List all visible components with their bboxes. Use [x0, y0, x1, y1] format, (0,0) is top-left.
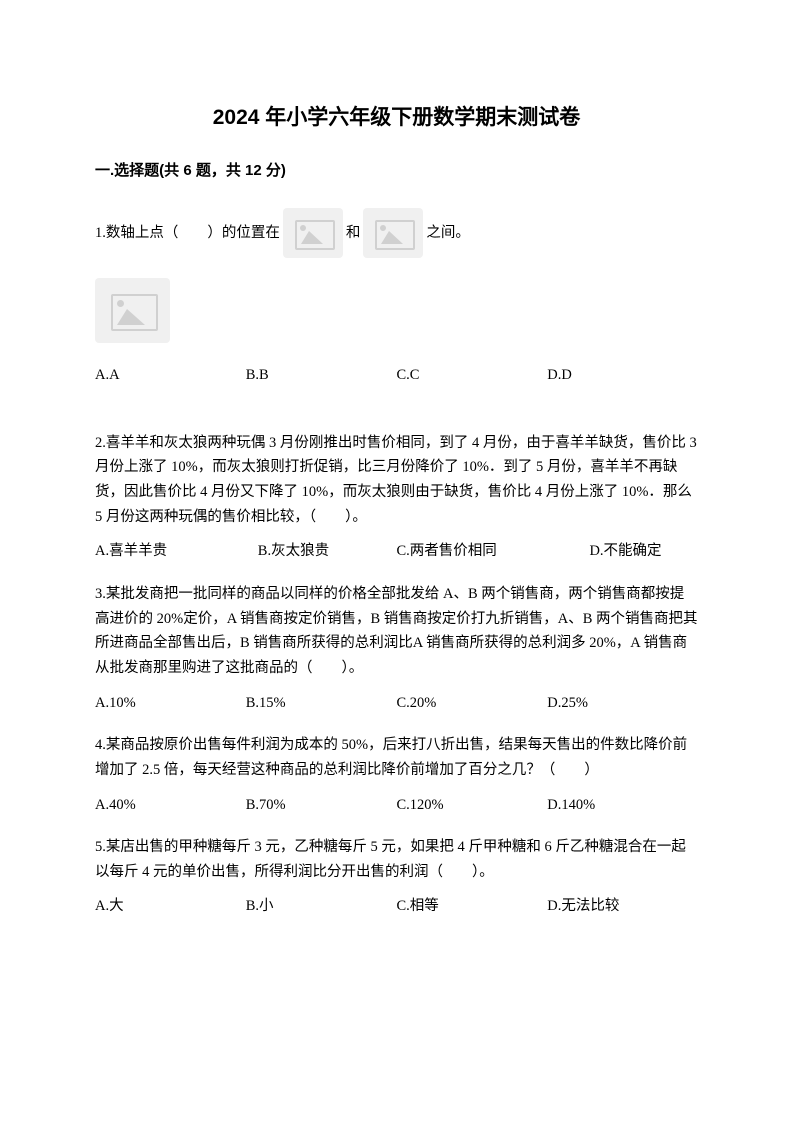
option-c: C.C [397, 363, 548, 388]
question-4-options: A.40% B.70% C.120% D.140% [95, 793, 698, 818]
question-2-options: A.喜羊羊贵 B.灰太狼贵 C.两者售价相同 D.不能确定 [95, 539, 698, 564]
question-4-text: 4.某商品按原价出售每件利润为成本的 50%，后来打八折出售，结果每天售出的件数… [95, 733, 698, 782]
option-a: A.喜羊羊贵 [95, 539, 258, 564]
question-5-text: 5.某店出售的甲种糖每斤 3 元，乙种糖每斤 5 元，如果把 4 斤甲种糖和 6… [95, 835, 698, 884]
image-placeholder-icon [95, 278, 170, 343]
option-a: A.A [95, 363, 246, 388]
option-b: B.15% [246, 691, 397, 716]
option-c: C.20% [397, 691, 548, 716]
question-3-text: 3.某批发商把一批同样的商品以同样的价格全部批发给 A、B 两个销售商，两个销售… [95, 582, 698, 681]
q1-text-after: 之间。 [426, 221, 470, 246]
question-5: 5.某店出售的甲种糖每斤 3 元，乙种糖每斤 5 元，如果把 4 斤甲种糖和 6… [95, 835, 698, 919]
question-3: 3.某批发商把一批同样的商品以同样的价格全部批发给 A、B 两个销售商，两个销售… [95, 582, 698, 715]
question-1-options: A.A B.B C.C D.D [95, 363, 698, 388]
option-c: C.120% [397, 793, 548, 818]
option-b: B.小 [246, 894, 397, 919]
option-b: B.70% [246, 793, 397, 818]
section-header: 一.选择题(共 6 题，共 12 分) [95, 158, 698, 184]
option-d: D.D [547, 363, 698, 388]
option-d: D.无法比较 [547, 894, 698, 919]
option-a: A.大 [95, 894, 246, 919]
question-1: 1.数轴上点（ ）的位置在 和 之间。 A.A B.B C.C D.D [95, 208, 698, 388]
page-title: 2024 年小学六年级下册数学期末测试卷 [95, 100, 698, 136]
question-3-options: A.10% B.15% C.20% D.25% [95, 691, 698, 716]
question-4: 4.某商品按原价出售每件利润为成本的 50%，后来打八折出售，结果每天售出的件数… [95, 733, 698, 817]
option-c: C.两者售价相同 [396, 539, 589, 564]
question-5-options: A.大 B.小 C.相等 D.无法比较 [95, 894, 698, 919]
option-d: D.不能确定 [589, 539, 698, 564]
option-c: C.相等 [397, 894, 548, 919]
q1-text-before: 1.数轴上点（ ）的位置在 [95, 221, 280, 246]
image-placeholder-icon [283, 208, 343, 258]
option-b: B.灰太狼贵 [258, 539, 397, 564]
image-placeholder-icon [363, 208, 423, 258]
option-b: B.B [246, 363, 397, 388]
option-a: A.10% [95, 691, 246, 716]
option-d: D.140% [547, 793, 698, 818]
question-1-text: 1.数轴上点（ ）的位置在 和 之间。 [95, 208, 698, 258]
question-2: 2.喜羊羊和灰太狼两种玩偶 3 月份刚推出时售价相同，到了 4 月份，由于喜羊羊… [95, 431, 698, 564]
q1-text-mid: 和 [346, 221, 361, 246]
option-a: A.40% [95, 793, 246, 818]
question-2-text: 2.喜羊羊和灰太狼两种玩偶 3 月份刚推出时售价相同，到了 4 月份，由于喜羊羊… [95, 431, 698, 530]
option-d: D.25% [547, 691, 698, 716]
